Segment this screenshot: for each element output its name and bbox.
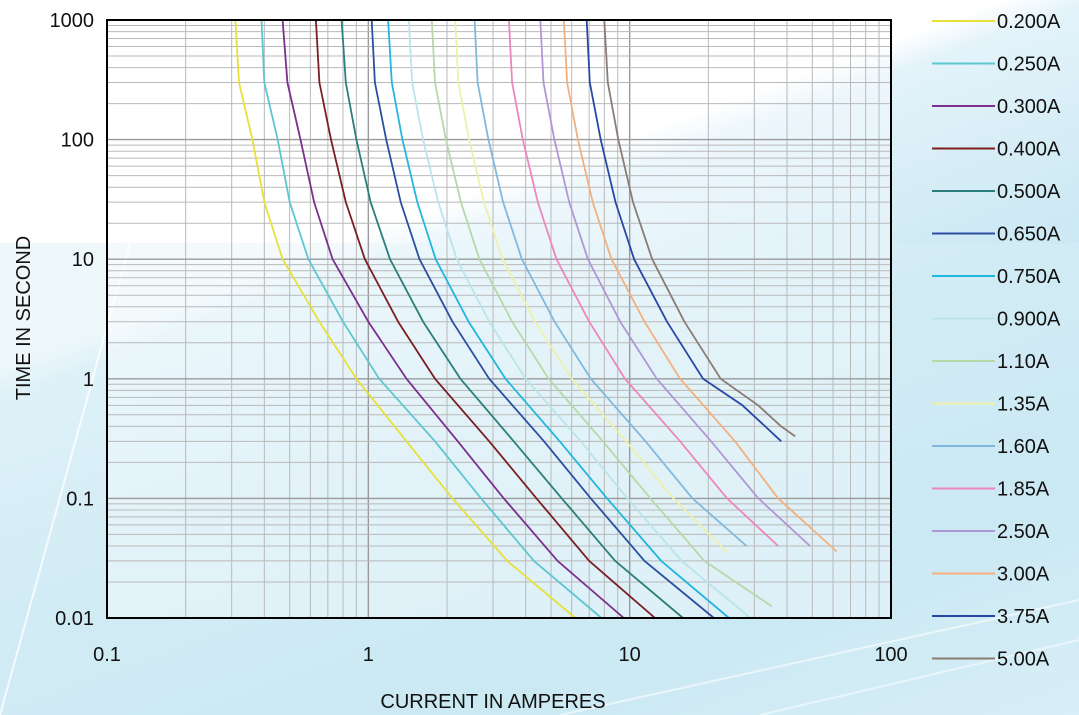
series-group	[234, 19, 838, 619]
plot-area	[106, 19, 892, 619]
series-line-0.300A	[281, 19, 625, 619]
legend-label: 0.400A	[997, 139, 1061, 161]
series-line-0.650A	[370, 19, 715, 619]
legend-label: 5.00A	[997, 649, 1050, 671]
series-line-1.35A	[454, 19, 729, 554]
series-line-2.50A	[539, 19, 811, 547]
legend-label: 1.85A	[997, 479, 1050, 501]
y-tick-label: 10	[72, 249, 94, 271]
legend-label: 1.35A	[997, 394, 1050, 416]
x-axis-ticks: 0.1 1 10 100	[93, 644, 908, 666]
x-axis-title: CURRENT IN AMPERES	[380, 691, 605, 713]
legend-label: 0.900A	[997, 309, 1061, 331]
legend-label: 0.200A	[997, 11, 1061, 33]
legend-label: 1.60A	[997, 436, 1050, 458]
y-tick-label: 100	[61, 130, 94, 152]
plot-background	[107, 20, 891, 618]
y-tick-label: 1	[83, 369, 94, 391]
series-line-1.10A	[430, 19, 773, 608]
legend-label: 0.650A	[997, 224, 1061, 246]
legend-label: 3.00A	[997, 564, 1050, 586]
x-tick-label: 0.1	[93, 644, 121, 666]
x-tick-label: 100	[874, 644, 907, 666]
y-tick-label: 0.01	[55, 608, 94, 630]
legend-label: 0.750A	[997, 266, 1061, 288]
series-line-0.400A	[315, 19, 656, 619]
legend-label: 3.75A	[997, 606, 1050, 628]
legend-label: 0.500A	[997, 181, 1061, 203]
y-tick-label: 1000	[50, 10, 95, 32]
y-tick-label: 0.1	[66, 488, 94, 510]
legend-label: 0.300A	[997, 96, 1061, 118]
x-tick-label: 1	[363, 644, 374, 666]
series-line-1.85A	[508, 19, 779, 547]
series-line-0.500A	[340, 19, 684, 619]
series-line-3.00A	[563, 19, 838, 553]
series-line-5.00A	[603, 19, 796, 438]
series-line-3.75A	[585, 19, 782, 442]
series-line-0.200A	[234, 19, 576, 619]
legend: 0.200A 0.250A 0.300A 0.400A 0.500A 0.650A 0.75…	[932, 11, 1061, 671]
series-line-1.60A	[473, 19, 748, 547]
legend-label: 2.50A	[997, 521, 1050, 543]
series-line-0.900A	[408, 19, 752, 619]
legend-label: 0.250A	[997, 54, 1061, 76]
y-axis-title: TIME IN SECOND	[13, 236, 35, 400]
series-line-0.250A	[260, 19, 603, 619]
plot-frame	[106, 19, 892, 619]
x-tick-label: 10	[619, 644, 641, 666]
series-line-0.750A	[387, 19, 730, 619]
y-axis-ticks: 0.01 0.1 1 10 100 1000	[50, 10, 95, 630]
legend-label: 1.10A	[997, 351, 1050, 373]
